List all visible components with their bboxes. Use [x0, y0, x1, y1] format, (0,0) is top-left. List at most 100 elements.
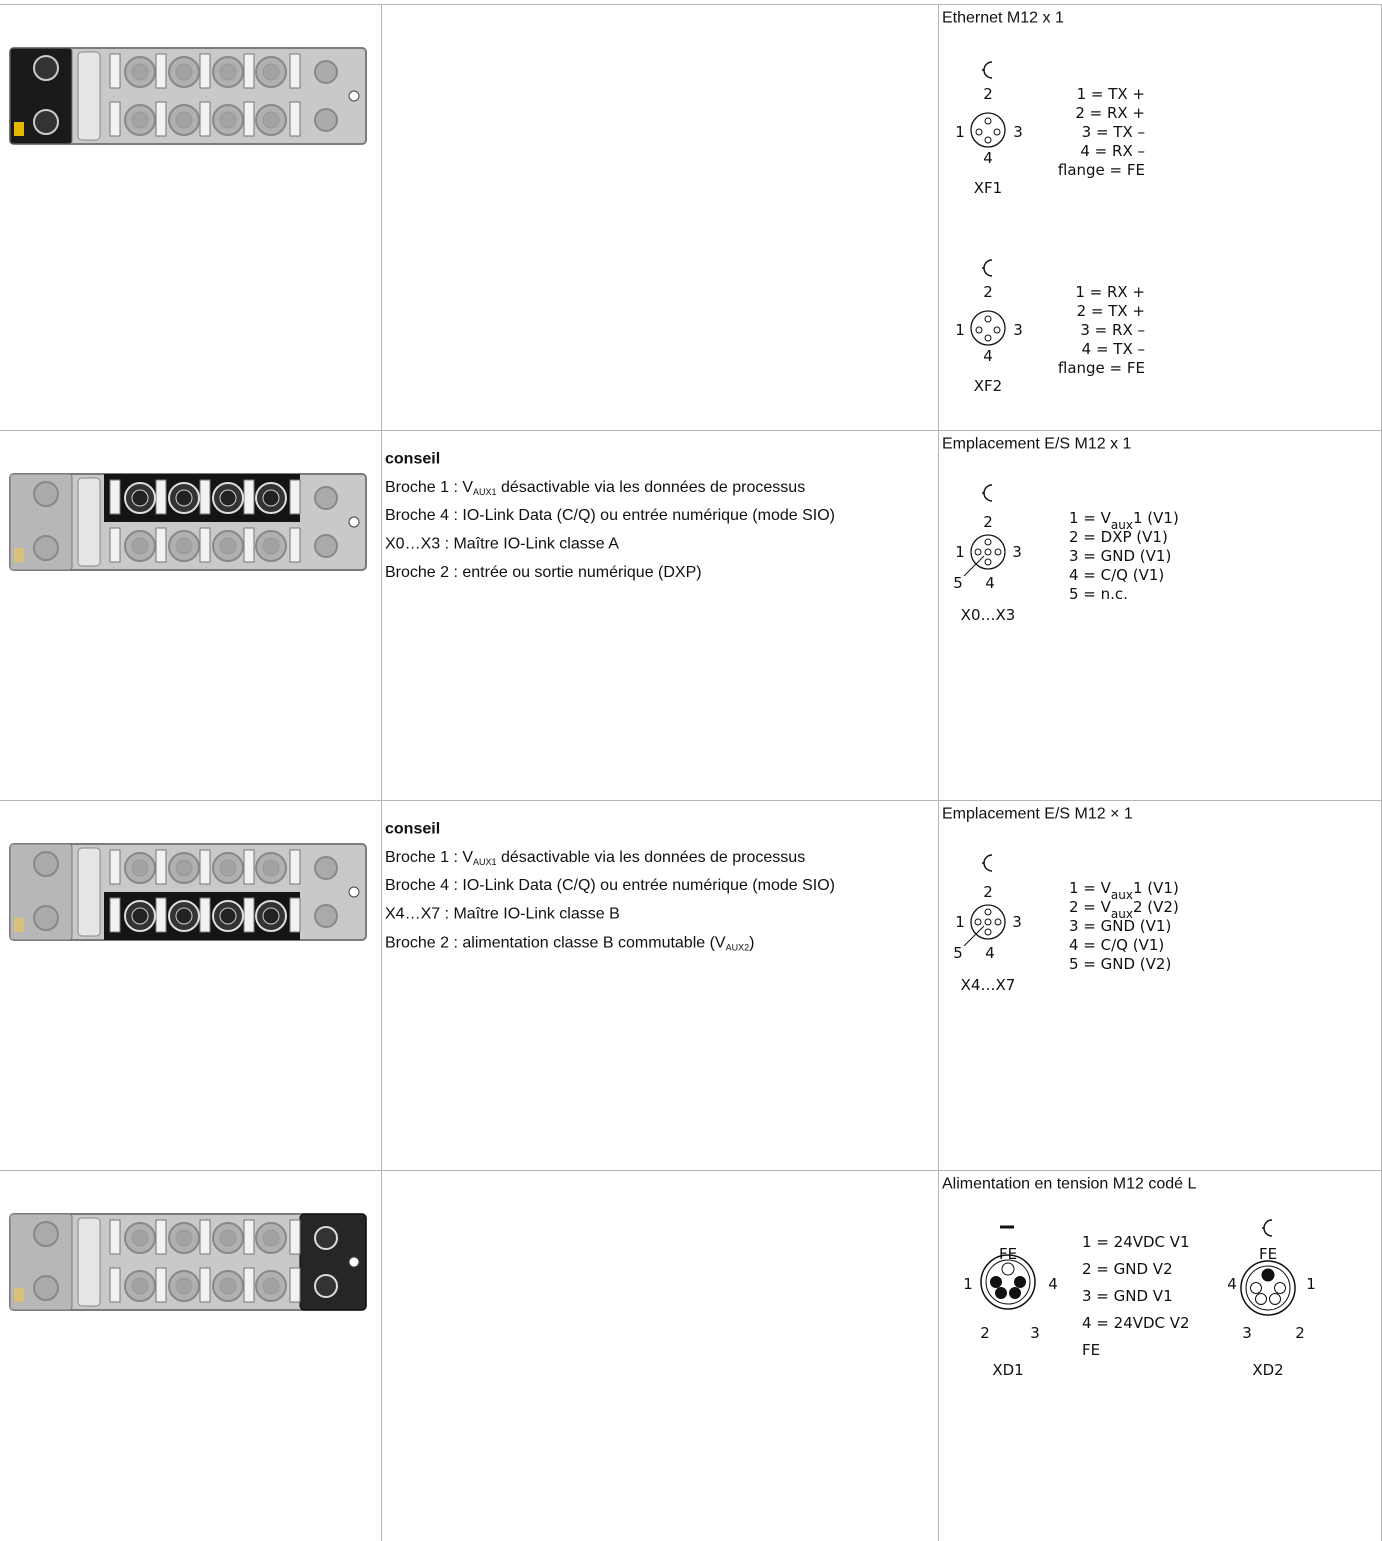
- connector-diagram: 4 1 3 2 FE XD2: [1227, 1219, 1316, 1379]
- pin-assignment: 3 = RX –: [1080, 321, 1145, 339]
- label-slot: [289, 527, 301, 563]
- socket: [980, 1254, 1036, 1310]
- label-slot: [155, 53, 167, 89]
- pin-assignment: 3 = GND (V1): [1069, 547, 1171, 565]
- tip-line-part: Broche 1 : V: [385, 849, 473, 866]
- power-port: [314, 108, 338, 132]
- fe-pin: [1261, 1268, 1275, 1282]
- connector-top: FE: [999, 1245, 1017, 1263]
- tip-line-part: désactivable via les données de processu…: [497, 479, 806, 496]
- port-core: [262, 489, 280, 507]
- pin: [974, 548, 982, 556]
- tip-line: Broche 2 : alimentation classe B commuta…: [385, 934, 754, 953]
- yellow-tag: [14, 548, 24, 562]
- port-core: [262, 859, 280, 877]
- pin-number: 1: [963, 1275, 973, 1293]
- port-core: [131, 1277, 149, 1295]
- label-slot: [155, 1219, 167, 1255]
- label-slot: [243, 101, 255, 137]
- aux-port: [33, 1221, 59, 1247]
- pin-assignment: 3 = GND V1: [1082, 1287, 1173, 1305]
- pin: [984, 558, 992, 566]
- port-core: [219, 63, 237, 81]
- tip-line: X0…X3 : Maître IO-Link classe A: [385, 536, 619, 553]
- pin-number: 1: [1306, 1275, 1316, 1293]
- device-image: [9, 473, 367, 571]
- tip-line-sub: AUX1: [473, 857, 497, 867]
- port-core: [262, 537, 280, 555]
- aux-port: [33, 55, 59, 81]
- label-slot: [199, 1219, 211, 1255]
- pin-number: 3: [1030, 1324, 1040, 1342]
- port-core: [131, 111, 149, 129]
- pin-number: 1: [955, 321, 965, 339]
- pin-assignment: 3 = TX –: [1082, 123, 1145, 141]
- tip-line-part: ): [749, 934, 754, 951]
- port-core: [262, 1277, 280, 1295]
- label-slot: [289, 897, 301, 933]
- led: [348, 886, 360, 898]
- label-slot: [289, 101, 301, 137]
- pin-assignment-part: 1 (V1): [1133, 509, 1179, 527]
- led: [348, 1256, 360, 1268]
- device-image: [9, 843, 367, 941]
- tip-line: X4…X7 : Maître IO-Link classe B: [385, 906, 620, 923]
- port-core: [175, 859, 193, 877]
- pin-assignment-part: 1 = V: [1069, 879, 1112, 897]
- tip-line-sub: AUX2: [726, 943, 750, 953]
- socket-inner: [985, 1259, 1031, 1305]
- connector-diagram: 2 1 3 4 XF2: [955, 259, 1023, 395]
- label-slot: [109, 101, 121, 137]
- pin-number: 1: [955, 123, 965, 141]
- pin: [993, 326, 1001, 334]
- port-core: [131, 63, 149, 81]
- pin: [975, 326, 983, 334]
- center-slot: [77, 847, 101, 937]
- tip-heading: conseil: [385, 451, 440, 468]
- label-slot: [243, 479, 255, 515]
- label-slot: [199, 479, 211, 515]
- label-slot: [289, 1267, 301, 1303]
- section-title: Ethernet M12 x 1: [942, 10, 1064, 27]
- yellow-tag: [14, 918, 24, 932]
- pin-number: 3: [1013, 123, 1023, 141]
- pin-number: 5: [953, 574, 963, 592]
- pin: [984, 334, 992, 342]
- section-title: Emplacement E/S M12 × 1: [942, 806, 1133, 823]
- pin-number: 1: [955, 543, 965, 561]
- aux-port: [33, 851, 59, 877]
- tip-line-sub: AUX1: [473, 487, 497, 497]
- pin-assignment: 2 = Vaux2 (V2): [1069, 898, 1179, 921]
- pin: [984, 908, 992, 916]
- section-title: Alimentation en tension M12 codé L: [942, 1176, 1196, 1193]
- pin-assignment: 2 = RX +: [1075, 104, 1145, 122]
- label-slot: [109, 849, 121, 885]
- pin-number: 5: [953, 944, 963, 962]
- label-slot: [199, 53, 211, 89]
- connector-name: X4…X7: [961, 976, 1016, 994]
- connector-name: XF1: [974, 179, 1002, 197]
- port-core: [131, 489, 149, 507]
- port-core: [131, 907, 149, 925]
- label-slot: [289, 1219, 301, 1255]
- tip-line: Broche 1 : VAUX1 désactivable via les do…: [385, 849, 805, 868]
- label-slot: [243, 527, 255, 563]
- port-core: [131, 859, 149, 877]
- connector-diagram: 2 1 3 4 XF1: [955, 61, 1023, 197]
- label-slot: [243, 897, 255, 933]
- socket: [970, 310, 1006, 346]
- pin-number: 4: [983, 347, 993, 365]
- pin: [990, 1276, 1002, 1288]
- pin-number: 3: [1242, 1324, 1252, 1342]
- symbol: [1263, 1219, 1273, 1237]
- port-core: [175, 1229, 193, 1247]
- pin-assignment: flange = FE: [1058, 359, 1145, 377]
- label-slot: [109, 897, 121, 933]
- power-port: [314, 856, 338, 880]
- label-slot: [155, 101, 167, 137]
- connector-name: XD2: [1252, 1361, 1283, 1379]
- symbol: [983, 854, 993, 872]
- pin: [984, 315, 992, 323]
- port-core: [219, 1229, 237, 1247]
- port-core: [219, 859, 237, 877]
